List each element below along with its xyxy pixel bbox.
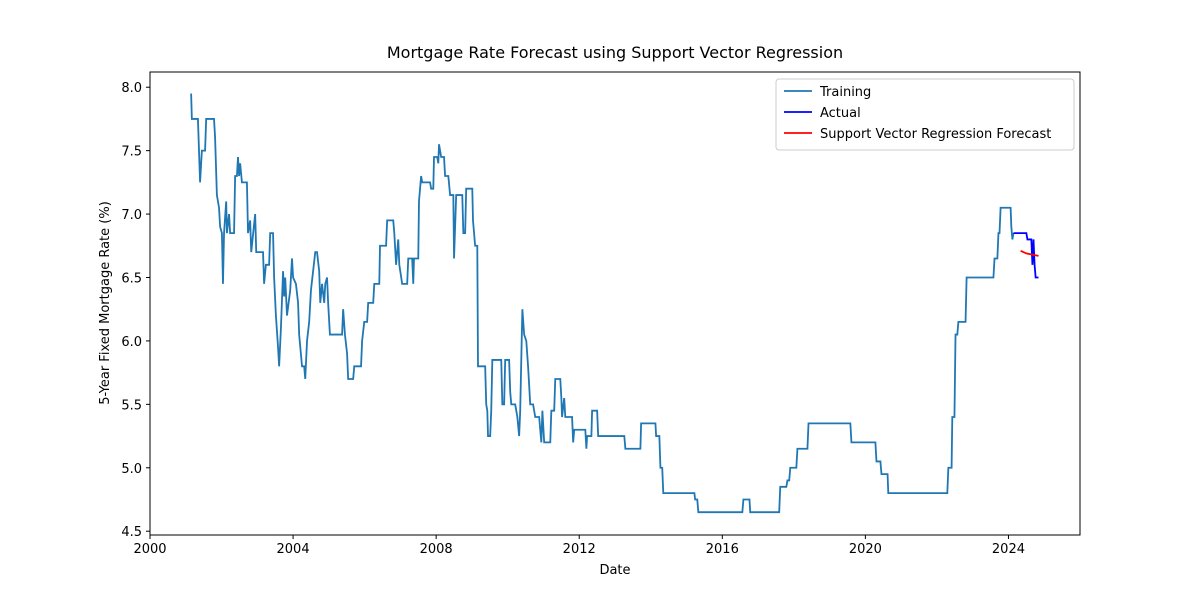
- y-tick-label: 5.0: [121, 462, 142, 477]
- y-tick-label: 8.0: [121, 81, 142, 96]
- x-tick-label: 2024: [992, 542, 1025, 557]
- legend-label: Support Vector Regression Forecast: [820, 127, 1051, 142]
- x-tick-label: 2016: [706, 542, 739, 557]
- x-tick-label: 2004: [277, 542, 310, 557]
- plot-frame: [149, 71, 1081, 536]
- x-tick-label: 2008: [420, 542, 453, 557]
- x-tick-label: 2012: [563, 542, 596, 557]
- series-line: [1020, 250, 1039, 257]
- x-tick-label: 2000: [133, 542, 166, 557]
- y-tick-label: 7.5: [121, 145, 142, 160]
- y-tick-label: 6.5: [121, 271, 142, 286]
- y-tick-label: 5.5: [121, 398, 142, 413]
- series-line: [1013, 232, 1039, 279]
- y-axis-label: 5-Year Fixed Mortgage Rate (%): [98, 201, 113, 405]
- x-tick-label: 2020: [849, 542, 882, 557]
- y-tick-label: 7.0: [121, 208, 142, 223]
- legend-box: [775, 78, 1075, 151]
- x-axis-label: Date: [599, 563, 630, 578]
- y-tick-label: 4.5: [121, 525, 142, 540]
- legend-label: Training: [819, 85, 871, 100]
- chart-title: Mortgage Rate Forecast using Support Vec…: [387, 43, 843, 62]
- y-tick-label: 6.0: [121, 335, 142, 350]
- legend-label: Actual: [820, 106, 861, 121]
- series-line: [190, 93, 1015, 514]
